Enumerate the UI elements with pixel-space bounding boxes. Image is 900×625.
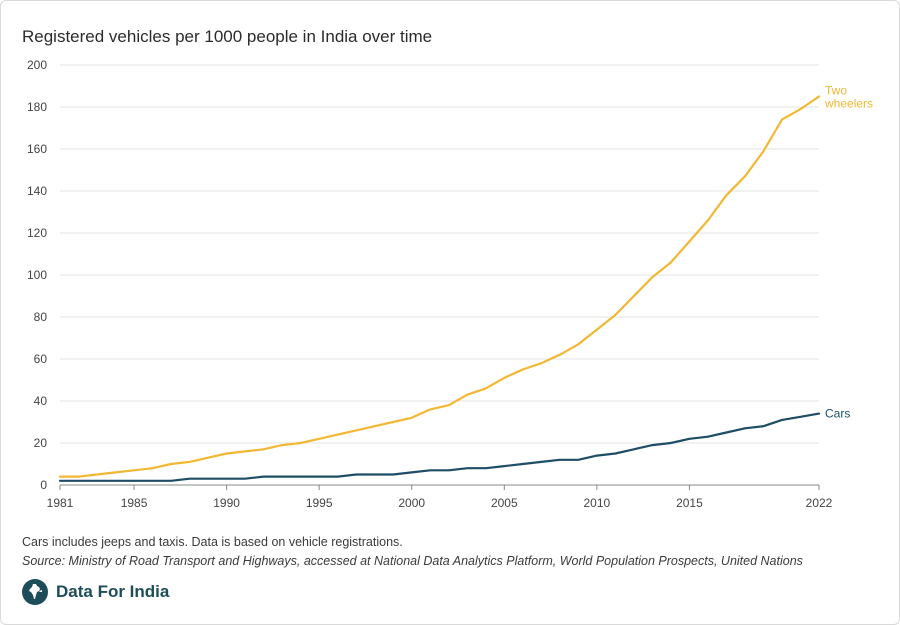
chart-source: Source: Ministry of Road Transport and H… xyxy=(22,554,803,568)
y-tick-label: 60 xyxy=(34,352,48,366)
y-tick-label: 0 xyxy=(40,478,47,492)
x-tick-label: 1995 xyxy=(306,496,333,510)
y-tick-label: 160 xyxy=(27,142,47,156)
x-tick-label: 2005 xyxy=(491,496,518,510)
x-tick-label: 1981 xyxy=(47,496,74,510)
x-tick-label: 1990 xyxy=(213,496,240,510)
series-line-two-wheelers xyxy=(58,95,821,478)
brand[interactable]: Data For India xyxy=(22,579,169,605)
y-tick-label: 180 xyxy=(27,100,47,114)
x-tick-label: 1985 xyxy=(121,496,148,510)
brand-name: Data For India xyxy=(56,582,170,601)
series-line-cars xyxy=(58,412,821,482)
y-tick-label: 200 xyxy=(27,58,47,72)
x-tick-label: 2010 xyxy=(584,496,611,510)
series-label-two-wheelers: Two wheelers xyxy=(824,84,873,111)
india-map-logo-icon xyxy=(22,579,48,605)
chart-title: Registered vehicles per 1000 people in I… xyxy=(22,27,433,46)
x-tick-label: 2022 xyxy=(806,496,833,510)
y-tick-label: 20 xyxy=(34,436,48,450)
y-tick-label: 100 xyxy=(27,268,47,282)
line-chart: 0 20 40 60 80 100 120 140 160 180 200 1981 1985 1990 1… xyxy=(27,58,873,510)
y-tick-label: 80 xyxy=(34,310,48,324)
series-label-cars: Cars xyxy=(825,407,850,421)
x-tick-label: 2015 xyxy=(676,496,703,510)
y-tick-label: 120 xyxy=(27,226,47,240)
x-tick-label: 2000 xyxy=(398,496,425,510)
chart-note: Cars includes jeeps and taxis. Data is b… xyxy=(22,535,403,549)
y-tick-label: 40 xyxy=(34,394,48,408)
y-tick-label: 140 xyxy=(27,184,47,198)
